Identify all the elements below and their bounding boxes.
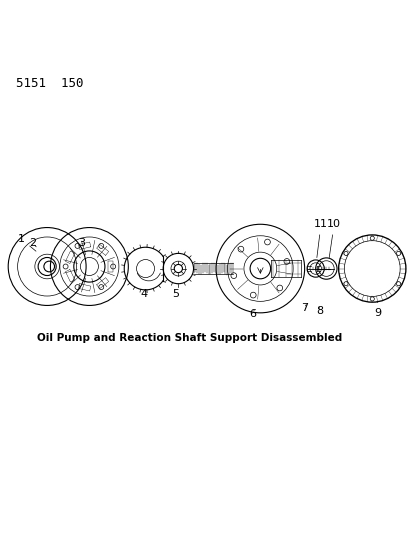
Text: 6: 6 [249, 309, 256, 319]
Text: 3: 3 [78, 238, 85, 248]
Circle shape [343, 252, 347, 255]
Text: 5: 5 [171, 284, 179, 300]
Text: 4: 4 [140, 289, 147, 300]
Text: Oil Pump and Reaction Shaft Support Disassembled: Oil Pump and Reaction Shaft Support Disa… [37, 333, 342, 343]
Circle shape [396, 281, 400, 286]
Text: 9: 9 [373, 302, 380, 318]
Circle shape [396, 252, 400, 255]
Text: 2: 2 [29, 238, 36, 248]
Text: 11: 11 [313, 219, 327, 257]
Text: 5151  150: 5151 150 [16, 77, 84, 90]
Text: 1: 1 [18, 234, 36, 251]
Text: 8: 8 [315, 306, 323, 316]
Text: 7: 7 [300, 303, 307, 313]
Text: 10: 10 [326, 219, 340, 257]
Circle shape [369, 297, 373, 301]
Circle shape [343, 281, 347, 286]
Circle shape [369, 236, 373, 240]
